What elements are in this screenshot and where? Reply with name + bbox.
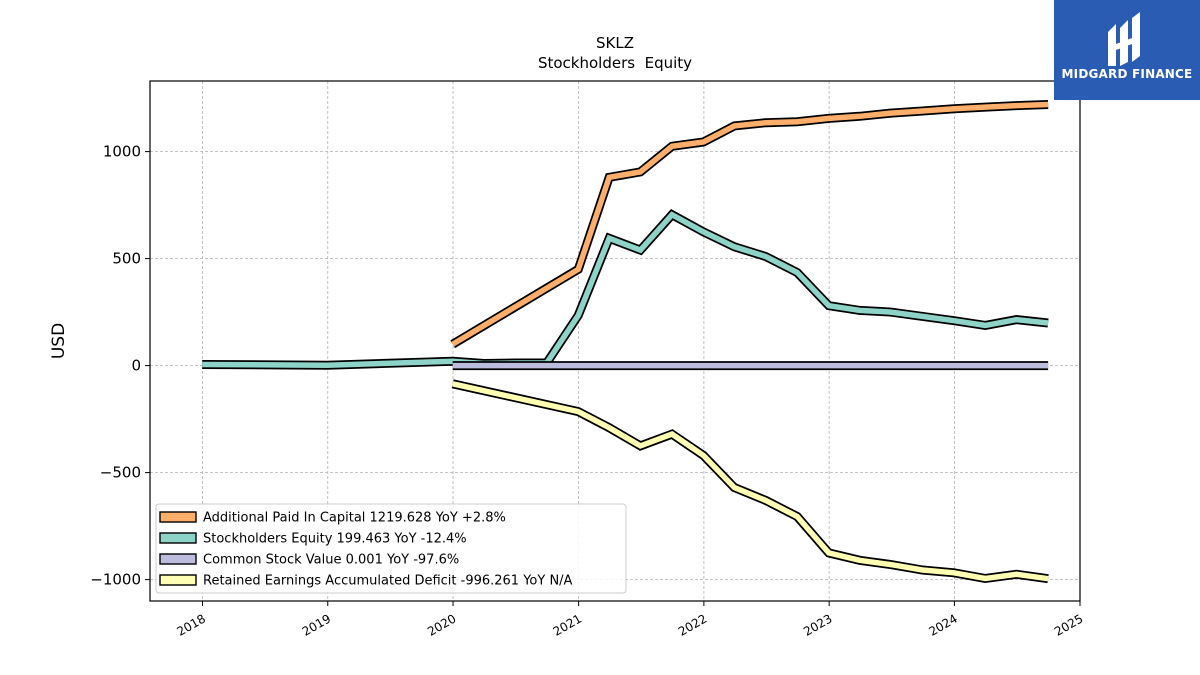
x-tick-label: 2023 — [801, 611, 834, 638]
x-tick-label: 2021 — [551, 611, 584, 638]
chart-subtitle: Stockholders Equity — [538, 54, 692, 72]
series-line — [452, 381, 1049, 582]
x-tick-label: 2024 — [926, 611, 959, 638]
legend-swatch — [159, 574, 197, 586]
legend-label: Retained Earnings Accumulated Deficit -9… — [203, 574, 573, 589]
logo-mark-icon — [1108, 12, 1140, 66]
plot-frame — [149, 80, 1081, 602]
legend-label: Common Stock Value 0.001 YoY -97.6% — [203, 553, 459, 568]
x-tick-label: 2025 — [1052, 611, 1085, 638]
y-tick-label: 500 — [112, 250, 141, 268]
x-tick-label: 2022 — [676, 611, 709, 638]
series-outline — [202, 209, 1049, 370]
y-tick-label: 0 — [131, 357, 141, 375]
chart-title: SKLZ — [596, 34, 634, 52]
legend-swatch — [159, 511, 197, 523]
brand-name: MIDGARD FINANCE — [1061, 67, 1193, 81]
series-line — [451, 101, 1049, 347]
legend-swatch — [159, 553, 197, 565]
legend: Additional Paid In Capital 1219.628 YoY … — [155, 503, 627, 594]
legend-label: Additional Paid In Capital 1219.628 YoY … — [203, 511, 506, 526]
y-tick-label: 1000 — [103, 143, 141, 161]
legend-label: Stockholders Equity 199.463 YoY -12.4% — [203, 532, 467, 547]
legend-box — [155, 503, 627, 594]
series-outline — [450, 100, 1049, 349]
y-axis-label: USD — [49, 323, 69, 359]
brand-logo: MIDGARD FINANCE — [1054, 0, 1200, 100]
series-line — [202, 211, 1049, 368]
x-tick-label: 2018 — [175, 611, 208, 638]
legend-swatch — [159, 532, 197, 544]
y-tick-label: −500 — [100, 464, 141, 482]
x-tick-label: 2019 — [300, 611, 333, 638]
series-lines — [202, 100, 1049, 584]
y-tick-label: −1000 — [90, 571, 141, 589]
x-tick-label: 2020 — [425, 611, 458, 638]
